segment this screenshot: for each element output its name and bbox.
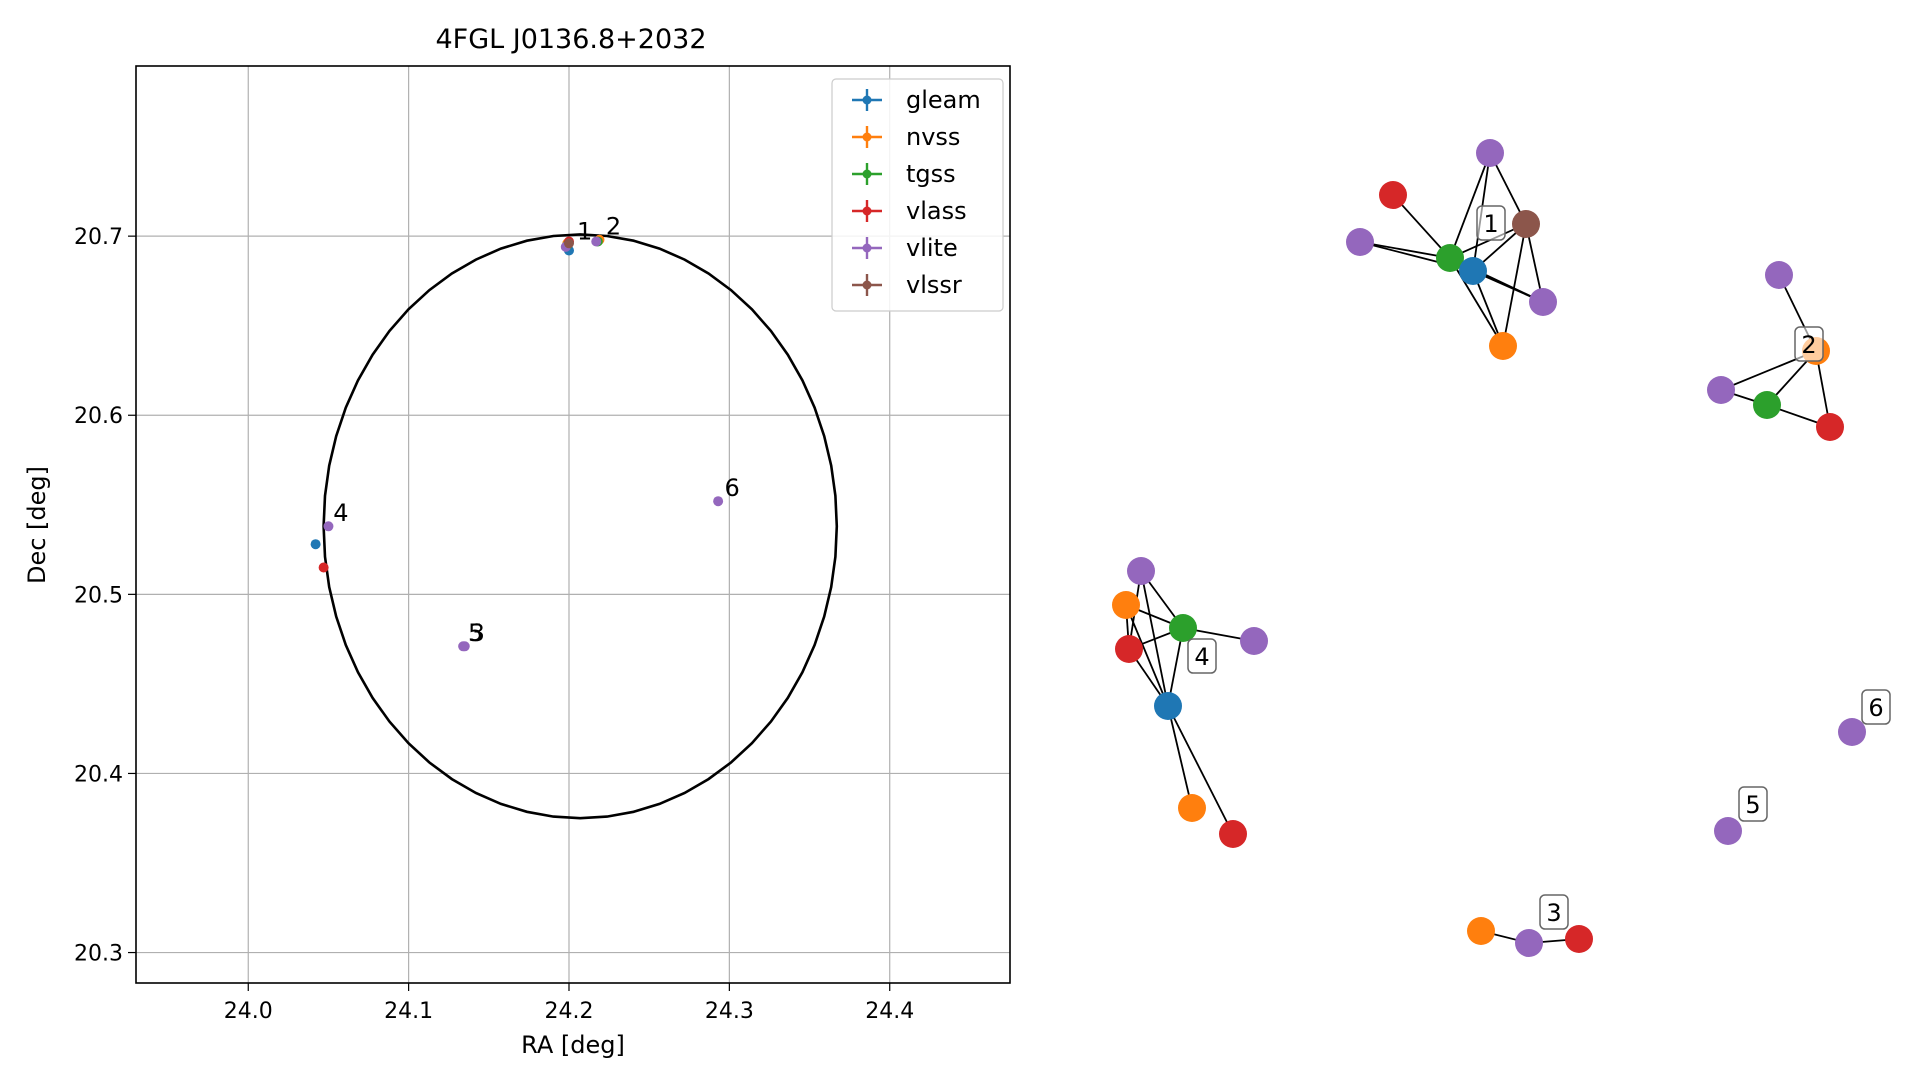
network-edge: [1167, 705, 1234, 835]
network-node-gleam: [1154, 692, 1182, 720]
network-node-vlite: [1515, 929, 1543, 957]
legend-label-vlite: vlite: [906, 234, 958, 262]
network-node-nvss: [1178, 794, 1206, 822]
network-node-vlite: [1127, 557, 1155, 585]
error-ellipse: [322, 233, 839, 820]
network-node-tgss: [1169, 614, 1197, 642]
network-edge: [1359, 241, 1451, 259]
data-point-gleam: [310, 539, 321, 550]
network-edge: [1449, 152, 1491, 259]
network-node-vlass: [1219, 820, 1247, 848]
plot-area-frame: [135, 65, 1011, 984]
point-annotation: 5: [468, 619, 483, 647]
network-edge: [1392, 194, 1451, 259]
point-annotations: 1 2 35 4 6: [333, 212, 740, 647]
legend-marker-dot: [862, 243, 872, 253]
cluster-label-box: [1187, 638, 1217, 674]
cluster-label: 3: [1546, 899, 1561, 927]
x-tick-label: 24.1: [384, 999, 433, 1024]
legend-label-gleam: gleam: [906, 86, 981, 114]
y-tick-label: 20.6: [74, 404, 123, 429]
point-annotation: 1: [577, 218, 592, 246]
chart-title: 4FGL J0136.8+2032: [435, 24, 706, 55]
network-node-vlite: [1714, 817, 1742, 845]
cluster-label-box: [1861, 689, 1891, 725]
cluster-label: 4: [1194, 643, 1209, 671]
cluster-label-box: [1476, 205, 1506, 241]
y-axis-ticks: 20.3 20.4 20.5 20.6 20.7: [74, 225, 136, 967]
legend-label-tgss: tgss: [906, 160, 956, 188]
cluster-label: 2: [1801, 331, 1816, 359]
cluster-label-box: [1539, 894, 1569, 930]
network-node-vlass: [1379, 181, 1407, 209]
point-annotation: 4: [333, 499, 348, 527]
legend-marker-dot: [862, 280, 872, 290]
error-ellipse-layer: [322, 233, 839, 820]
x-tick-label: 24.0: [224, 999, 273, 1024]
network-node-vlass: [1565, 925, 1593, 953]
network-edge: [1449, 257, 1504, 347]
network-node-nvss: [1112, 591, 1140, 619]
network-graph: 1 2 3 4 5 6: [1112, 139, 1891, 957]
legend: gleam nvss tgss vlass vlite vlssr: [831, 78, 1004, 312]
network-node-gleam: [1459, 257, 1487, 285]
data-point-vlite: [591, 236, 602, 247]
network-nodes: [1112, 139, 1866, 957]
data-points-layer: [310, 234, 724, 652]
network-node-vlite: [1529, 288, 1557, 316]
data-point-vlite: [458, 641, 469, 652]
cluster-label-box: [1794, 326, 1824, 362]
y-tick-label: 20.3: [74, 942, 123, 967]
network-edge: [1125, 604, 1169, 707]
network-node-nvss: [1489, 332, 1517, 360]
network-node-vlite: [1240, 627, 1268, 655]
legend-marker-dot: [862, 206, 872, 216]
network-node-vlite: [1476, 139, 1504, 167]
legend-marker-dot: [862, 132, 872, 142]
data-point-vlite: [713, 496, 724, 507]
network-node-vlass: [1816, 413, 1844, 441]
x-axis-ticks: 24.0 24.1 24.2 24.3 24.4: [224, 983, 914, 1024]
network-node-vlass: [1115, 635, 1143, 663]
y-tick-label: 20.4: [74, 762, 123, 787]
network-node-vlite: [1707, 376, 1735, 404]
cluster-label-box: [1738, 786, 1768, 822]
cluster-label: 5: [1745, 791, 1760, 819]
legend-label-vlssr: vlssr: [906, 271, 962, 299]
data-point-vlass: [318, 562, 329, 573]
legend-marker-dot: [862, 95, 872, 105]
y-tick-label: 20.7: [74, 225, 123, 250]
network-node-vlite: [1765, 261, 1793, 289]
network-node-nvss: [1467, 917, 1495, 945]
y-tick-label: 20.5: [74, 583, 123, 608]
y-axis-label: Dec [deg]: [23, 466, 51, 584]
data-point-vlite: [323, 521, 334, 532]
x-tick-label: 24.2: [544, 999, 593, 1024]
network-edge: [1167, 705, 1193, 809]
cluster-label: 6: [1868, 694, 1883, 722]
legend-label-nvss: nvss: [906, 123, 960, 151]
network-edge: [1502, 223, 1527, 347]
point-annotation: 2: [606, 212, 621, 240]
network-node-vlite: [1838, 718, 1866, 746]
network-cluster-labels: 1 2 3 4 5 6: [1187, 205, 1891, 930]
x-tick-label: 24.3: [705, 999, 754, 1024]
data-point-vlssr: [563, 238, 574, 249]
network-node-tgss: [1753, 391, 1781, 419]
cluster-label: 1: [1483, 210, 1498, 238]
network-node-tgss: [1436, 244, 1464, 272]
network-node-vlssr: [1512, 210, 1540, 238]
network-node-vlite: [1346, 228, 1374, 256]
point-annotation: 3: [470, 619, 485, 647]
point-annotation: 6: [725, 474, 740, 502]
legend-marker-dot: [862, 169, 872, 179]
legend-label-vlass: vlass: [906, 197, 967, 225]
x-axis-label: RA [deg]: [521, 1031, 625, 1059]
x-tick-label: 24.4: [865, 999, 914, 1024]
